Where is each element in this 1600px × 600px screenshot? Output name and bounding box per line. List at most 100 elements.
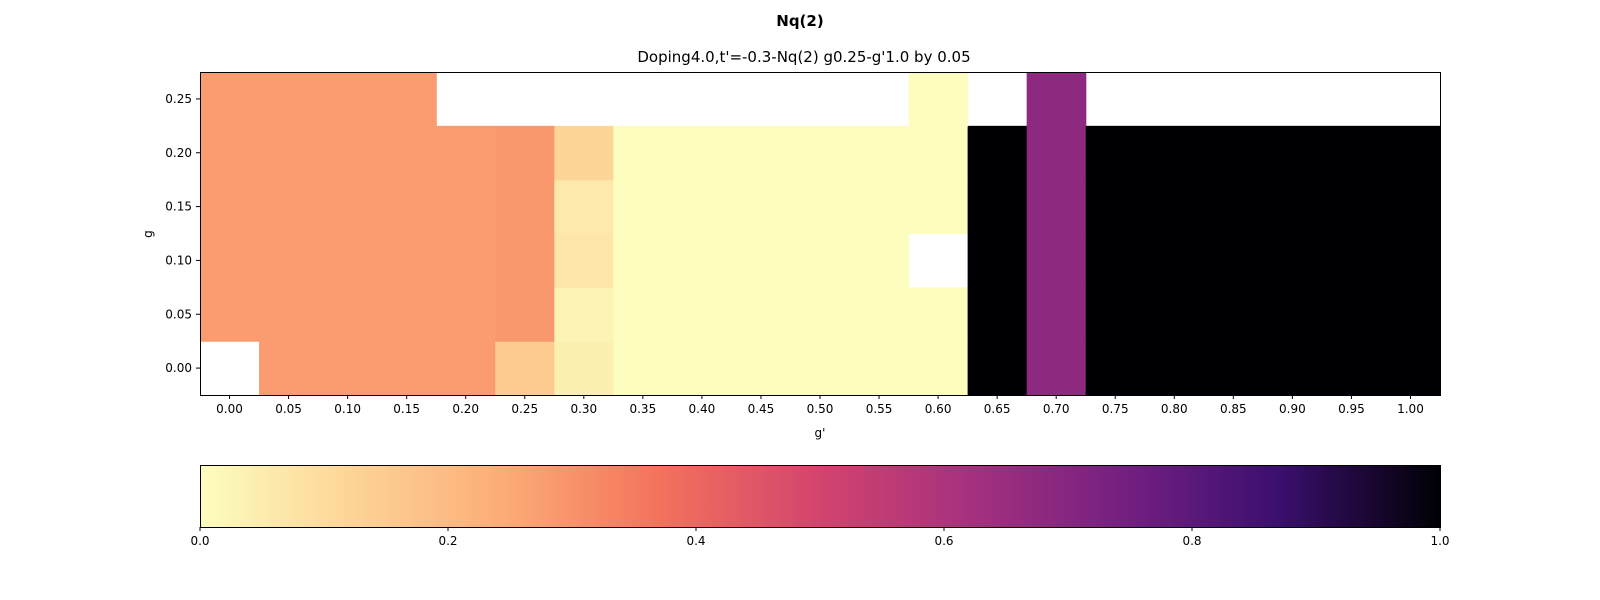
x-tick-label: 0.55 — [866, 402, 893, 416]
heatmap-cell — [967, 179, 1028, 235]
y-axis-label: g — [141, 230, 155, 238]
heatmap-cell — [1203, 341, 1264, 396]
colorbar-ticks: 0.0 0.2 0.4 0.6 0.8 1.0 — [190, 527, 1450, 548]
heatmap-cell — [731, 179, 792, 235]
heatmap-cell — [377, 125, 437, 181]
x-tick-label: 0.95 — [1338, 402, 1365, 416]
heatmap-cell — [259, 72, 319, 127]
heatmap-cell — [1321, 287, 1382, 342]
colorbar-tick-label: 0.2 — [438, 534, 457, 548]
x-tick-label: 0.50 — [807, 402, 834, 416]
heatmap-cell — [436, 125, 496, 181]
chart-title: Doping4.0,t'=-0.3-Nq(2) g0.25-g'1.0 by 0… — [637, 48, 970, 66]
heatmap-cell — [672, 233, 733, 288]
heatmap-cell — [1144, 179, 1205, 235]
y-tick-label: 0.15 — [165, 200, 192, 214]
y-tick-label: 0.10 — [165, 253, 192, 267]
x-axis-ticks: 0.00 0.05 0.10 0.15 0.20 0.25 0.30 0.35 0.40 0.45… — [216, 395, 1424, 416]
heatmap-cell — [1203, 233, 1264, 288]
heatmap-cell — [259, 125, 319, 181]
heatmap-cell — [1380, 287, 1441, 342]
heatmap-cell — [495, 125, 555, 181]
heatmap-cell — [259, 287, 319, 342]
heatmap-cell — [1321, 341, 1382, 396]
heatmap-cell — [554, 125, 614, 181]
x-tick-label: 0.00 — [216, 402, 243, 416]
heatmap-cell — [200, 179, 260, 235]
heatmap-cell — [908, 72, 969, 127]
x-tick-label: 0.30 — [570, 402, 597, 416]
x-tick-label: 0.35 — [629, 402, 656, 416]
heatmap-cell — [1380, 341, 1441, 396]
heatmap-cell — [731, 287, 792, 342]
heatmap-cell — [790, 341, 851, 396]
heatmap-cell — [377, 341, 437, 396]
heatmap-cell — [377, 287, 437, 342]
heatmap-cell — [1144, 287, 1205, 342]
heatmap-cell — [849, 233, 910, 288]
x-tick-label: 0.40 — [689, 402, 716, 416]
heatmap-cell — [1026, 125, 1087, 181]
heatmap-cell — [672, 179, 733, 235]
x-tick-label: 0.80 — [1161, 402, 1188, 416]
heatmap-cell — [908, 287, 969, 342]
heatmap-cell — [436, 179, 496, 235]
heatmap-cell — [672, 125, 733, 181]
heatmap-cell — [436, 341, 496, 396]
heatmap-cell — [1144, 233, 1205, 288]
heatmap-cell — [1262, 125, 1323, 181]
heatmap-cell — [908, 341, 969, 396]
heatmap-cell — [790, 287, 851, 342]
heatmap-cell — [967, 125, 1028, 181]
heatmap-cell — [967, 287, 1028, 342]
y-tick-label: 0.05 — [165, 307, 192, 321]
heatmap-cell — [1085, 125, 1146, 181]
colorbar-tick-label: 0.4 — [686, 534, 705, 548]
heatmap-cell — [377, 179, 437, 235]
heatmap-cell — [908, 125, 969, 181]
heatmap-cell — [436, 233, 496, 288]
heatmap-cell — [1026, 72, 1087, 127]
heatmap-cell — [731, 125, 792, 181]
heatmap-cell — [1144, 341, 1205, 396]
heatmap-cell — [318, 341, 378, 396]
heatmap-cell — [731, 233, 792, 288]
heatmap-cell — [495, 341, 555, 396]
heatmap-cell — [200, 233, 260, 288]
x-tick-label: 0.75 — [1102, 402, 1129, 416]
heatmap-cell — [318, 179, 378, 235]
x-tick-label: 0.70 — [1043, 402, 1070, 416]
heatmap-cell — [200, 125, 260, 181]
heatmap-cell — [554, 179, 614, 235]
heatmap-cell — [613, 287, 673, 342]
heatmap-cell — [1262, 233, 1323, 288]
x-tick-label: 0.65 — [984, 402, 1011, 416]
heatmap-cell — [1262, 179, 1323, 235]
x-tick-label: 0.60 — [925, 402, 952, 416]
heatmap-cell — [1085, 179, 1146, 235]
heatmap-cell — [672, 341, 733, 396]
heatmap-cell — [259, 233, 319, 288]
x-tick-label: 0.90 — [1279, 402, 1306, 416]
heatmap-cell — [1203, 179, 1264, 235]
heatmap-cell — [849, 287, 910, 342]
heatmap-cell — [908, 179, 969, 235]
x-tick-label: 0.25 — [511, 402, 538, 416]
x-tick-label: 0.10 — [334, 402, 361, 416]
y-tick-label: 0.20 — [165, 146, 192, 160]
x-tick-label: 0.20 — [452, 402, 479, 416]
heatmap-cell — [1026, 287, 1087, 342]
heatmap-cell — [318, 287, 378, 342]
heatmap-cell — [1085, 341, 1146, 396]
heatmap-cell — [318, 72, 378, 127]
heatmap-cell — [1085, 233, 1146, 288]
heatmap-cell — [790, 125, 851, 181]
heatmap-cell — [672, 287, 733, 342]
heatmap-cell — [1321, 179, 1382, 235]
heatmap-cell — [1203, 287, 1264, 342]
heatmap-cell — [1321, 233, 1382, 288]
heatmap-cell — [1203, 125, 1264, 181]
heatmap-cell — [849, 179, 910, 235]
heatmap-cell — [377, 72, 437, 127]
